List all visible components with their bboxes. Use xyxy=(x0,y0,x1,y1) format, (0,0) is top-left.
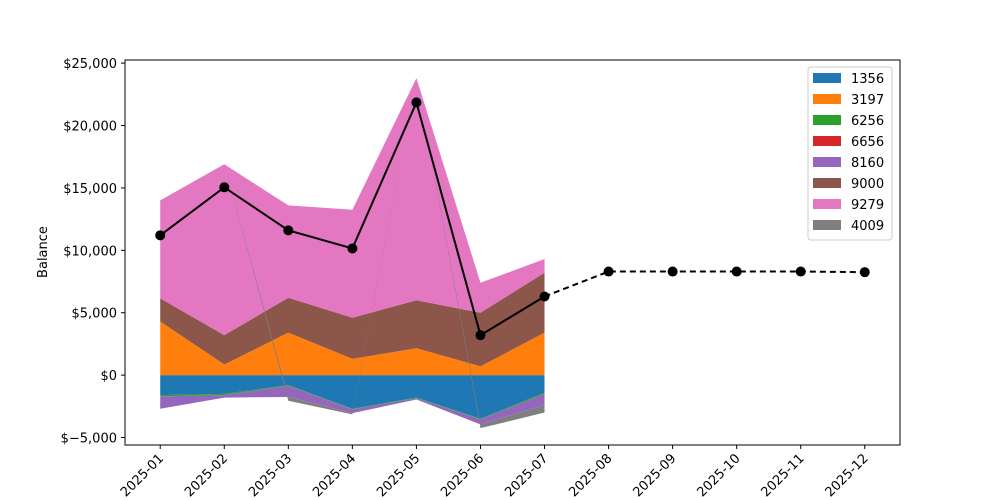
point xyxy=(539,291,550,302)
legend-label: 6256 xyxy=(851,114,884,129)
y-tick-label: $5,000 xyxy=(72,307,118,322)
legend-label: 4009 xyxy=(851,219,884,234)
x-tick-label: 2025-09 xyxy=(630,451,679,500)
legend-label: 3197 xyxy=(851,93,884,108)
x-tick-label: 2025-10 xyxy=(694,451,743,500)
legend-label: 1356 xyxy=(851,72,884,87)
point xyxy=(795,266,806,277)
legend-swatch xyxy=(813,199,841,209)
y-tick-label: $−5,000 xyxy=(61,432,117,447)
legend-swatch xyxy=(813,136,841,146)
x-tick-label: 2025-02 xyxy=(182,451,231,500)
x-tick-label: 2025-05 xyxy=(374,451,423,500)
x-tick-label: 2025-03 xyxy=(246,451,295,500)
area xyxy=(160,78,545,336)
x-tick-label: 2025-12 xyxy=(823,451,872,500)
legend-swatch xyxy=(813,73,841,83)
area xyxy=(160,321,545,376)
legend-label: 8160 xyxy=(851,156,884,171)
x-tick-label: 2025-08 xyxy=(566,451,615,500)
point xyxy=(731,266,742,277)
point xyxy=(219,182,230,193)
point xyxy=(667,266,678,277)
point xyxy=(411,97,422,108)
point xyxy=(283,225,294,236)
point xyxy=(859,267,870,278)
point xyxy=(603,266,614,277)
x-tick-label: 2025-11 xyxy=(759,451,808,500)
point xyxy=(475,330,486,341)
legend-label: 9000 xyxy=(851,177,884,192)
legend-swatch xyxy=(813,94,841,104)
legend-swatch xyxy=(813,157,841,167)
y-tick-label: $15,000 xyxy=(63,182,117,197)
forecast-line xyxy=(544,270,865,298)
legend-swatch xyxy=(813,115,841,125)
area xyxy=(160,272,545,367)
y-tick-label: $20,000 xyxy=(63,120,117,135)
point xyxy=(155,230,166,241)
x-tick-label: 2025-01 xyxy=(118,451,167,500)
legend-swatch xyxy=(813,178,841,188)
plot-frame xyxy=(124,59,901,446)
legend-label: 6656 xyxy=(851,135,884,150)
y-tick-label: $25,000 xyxy=(63,57,117,72)
point xyxy=(347,243,358,254)
x-tick-label: 2025-06 xyxy=(438,451,487,500)
area xyxy=(160,385,545,425)
legend-label: 9279 xyxy=(851,198,884,213)
y-tick-label: $10,000 xyxy=(63,244,117,259)
y-axis-label: Balance xyxy=(36,226,51,278)
x-tick-label: 2025-07 xyxy=(502,451,551,500)
legend-swatch xyxy=(813,220,841,230)
legend-box xyxy=(807,66,893,241)
x-tick-label: 2025-04 xyxy=(310,451,359,500)
y-tick-label: $0 xyxy=(100,369,117,384)
area xyxy=(160,375,545,419)
